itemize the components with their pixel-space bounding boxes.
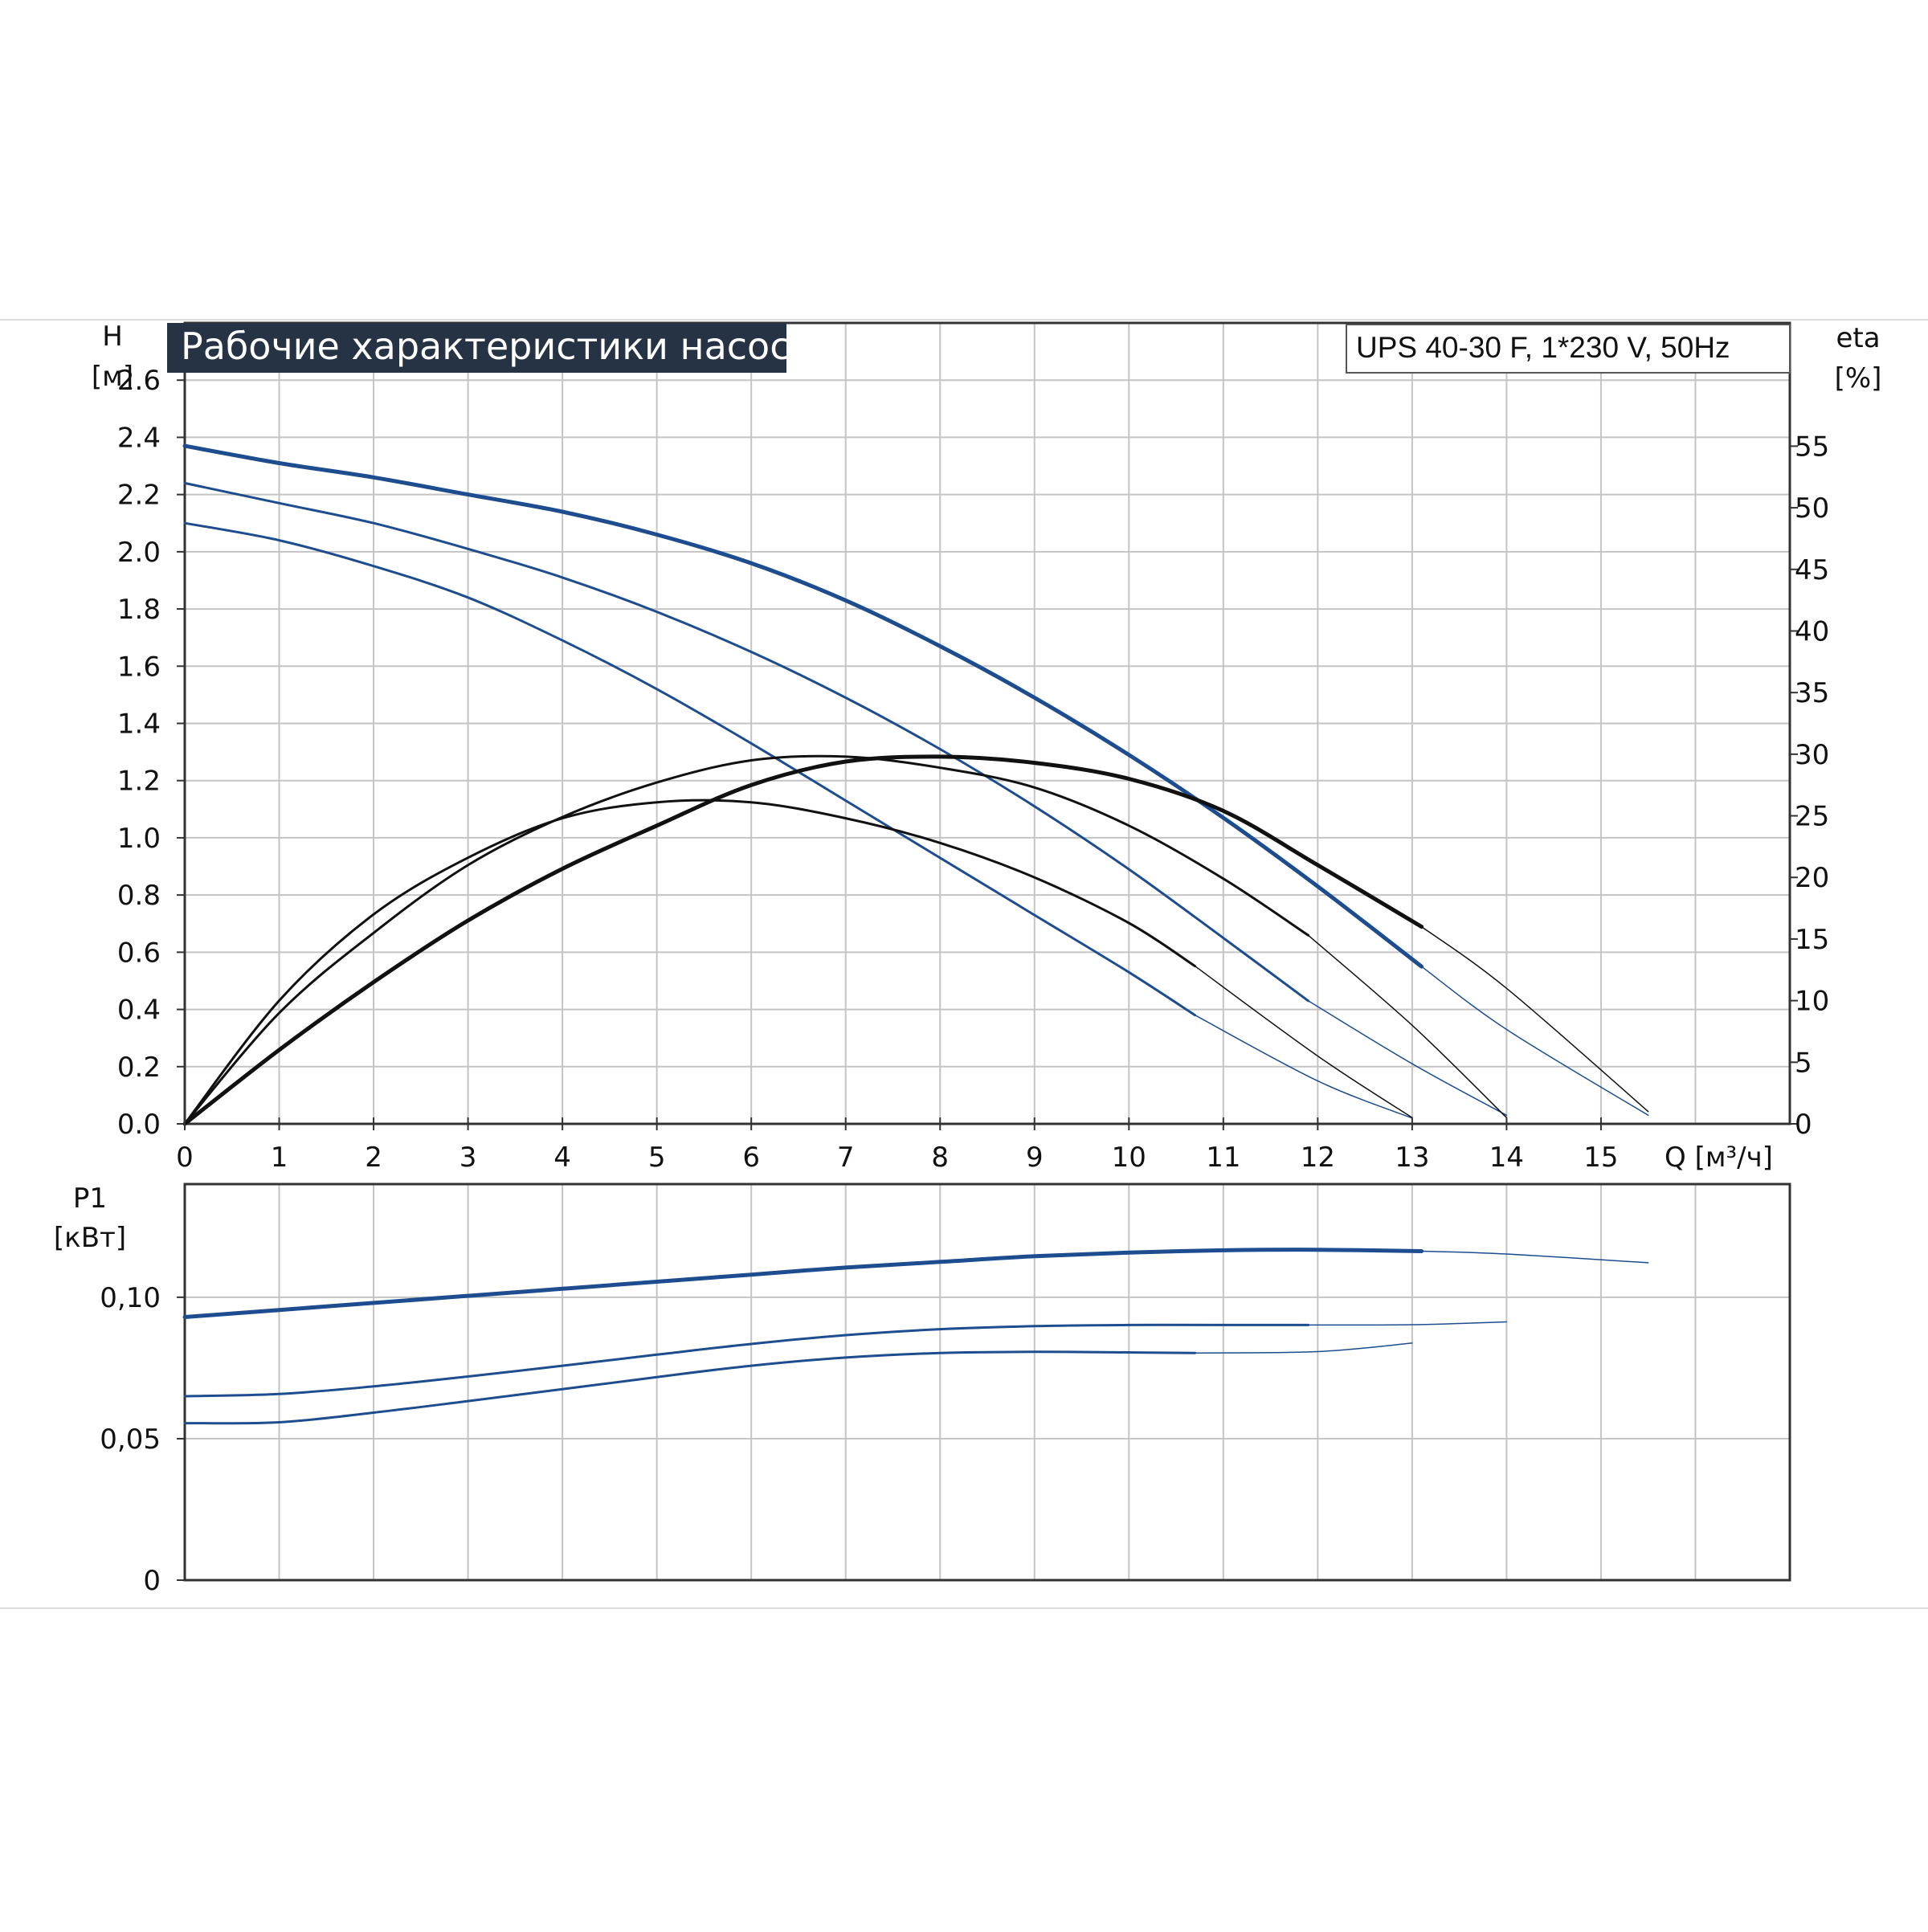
y-tick-label: 0.2	[117, 1052, 161, 1084]
head-eta-ticks: 0 1 2 3 4 5 6 7 8 9 10 11 12 13 14 150.00.20.40.60.81.0…	[117, 365, 1829, 1174]
power-axis-label: P1	[73, 1182, 107, 1215]
x-tick-label: 7	[837, 1142, 855, 1174]
y-tick-label: 0.6	[117, 937, 161, 969]
power-curve-extension	[1307, 1321, 1508, 1326]
y2-tick-label: 50	[1795, 492, 1829, 525]
head-grid	[185, 323, 1790, 1124]
y2-tick-label: 0	[1795, 1109, 1812, 1141]
y-tick-label: 0,05	[100, 1423, 161, 1456]
efficiency-curve	[183, 799, 1197, 1125]
y-tick-label: 0,10	[100, 1282, 161, 1314]
power-curve	[183, 1323, 1310, 1398]
y2-tick-label: 30	[1795, 739, 1829, 771]
x-tick-label: 9	[1026, 1142, 1044, 1174]
power-curve	[182, 1248, 1424, 1319]
power-curve	[183, 1350, 1197, 1425]
y2-tick-label: 55	[1795, 431, 1829, 463]
y-tick-label: 0.8	[117, 880, 161, 912]
power-grid	[185, 1184, 1790, 1580]
x-tick-label: 5	[648, 1142, 666, 1174]
power-curve-extension	[1420, 1250, 1649, 1264]
y-tick-label: 2.0	[117, 537, 161, 569]
head-curve-extension	[1420, 966, 1649, 1117]
head-curve	[183, 481, 1310, 1003]
chart-title: Рабочие характеристики насоса	[181, 325, 813, 368]
y-tick-label: 2.6	[117, 365, 161, 397]
y2-tick-label: 5	[1795, 1047, 1812, 1079]
x-tick-label: 8	[931, 1142, 949, 1174]
y2-tick-label: 15	[1795, 924, 1829, 956]
x-tick-label: 0	[176, 1142, 194, 1174]
y-tick-label: 0	[143, 1565, 161, 1597]
head-eta-curves	[182, 443, 1649, 1126]
eta-axis-unit: [%]	[1835, 362, 1882, 394]
power-curve-extension	[1194, 1342, 1413, 1354]
head-curve-extension	[1307, 1000, 1508, 1117]
x-tick-label: 3	[460, 1142, 477, 1174]
pump-model-label: UPS 40-30 F, 1*230 V, 50Hz	[1356, 331, 1730, 364]
x-tick-label: 11	[1206, 1142, 1240, 1174]
power-curves	[182, 1248, 1649, 1425]
y-tick-label: 1.0	[117, 823, 161, 855]
x-tick-label: 2	[365, 1142, 382, 1174]
head-curve-extension	[1194, 1014, 1413, 1119]
y-tick-label: 0.4	[117, 995, 161, 1027]
flow-axis-label: Q [м³/ч]	[1665, 1142, 1773, 1174]
y-tick-label: 2.4	[117, 422, 161, 454]
y2-tick-label: 10	[1795, 986, 1829, 1018]
efficiency-curve	[182, 754, 1424, 1126]
x-tick-label: 4	[553, 1142, 571, 1174]
x-tick-label: 14	[1489, 1142, 1524, 1174]
efficiency-curve	[183, 754, 1310, 1125]
title-banner	[167, 323, 786, 373]
y-tick-label: 1.8	[117, 594, 161, 626]
x-tick-label: 10	[1112, 1142, 1146, 1174]
power-plot-frame	[183, 1182, 1791, 1582]
efficiency-curve-extension	[1307, 934, 1508, 1119]
head-curve	[182, 443, 1424, 969]
y2-tick-label: 25	[1795, 801, 1829, 833]
y-tick-label: 1.6	[117, 651, 161, 683]
efficiency-curve-extension	[1420, 925, 1649, 1113]
x-tick-label: 6	[742, 1142, 760, 1174]
power-ticks: 0,10 0,05 0	[100, 1282, 185, 1597]
y2-tick-label: 40	[1795, 615, 1829, 647]
y-tick-label: 1.4	[117, 709, 161, 741]
x-tick-label: 13	[1395, 1142, 1429, 1174]
y2-tick-label: 20	[1795, 862, 1829, 894]
y2-tick-label: 35	[1795, 677, 1829, 709]
head-axis-unit: [м]	[92, 361, 133, 393]
y-tick-label: 2.2	[117, 480, 161, 512]
x-tick-label: 12	[1301, 1142, 1335, 1174]
y-tick-label: 0.0	[117, 1109, 161, 1141]
y2-tick-label: 45	[1795, 554, 1829, 586]
model-box	[1346, 324, 1791, 374]
y-tick-label: 1.2	[117, 766, 161, 798]
eta-axis-label: eta	[1836, 322, 1880, 354]
power-axis-unit: [кВт]	[54, 1222, 126, 1254]
x-tick-label: 15	[1583, 1142, 1618, 1174]
efficiency-curve-extension	[1194, 965, 1413, 1119]
head-curve	[183, 521, 1197, 1017]
head-axis-label: H	[102, 321, 123, 353]
x-tick-label: 1	[271, 1142, 288, 1174]
